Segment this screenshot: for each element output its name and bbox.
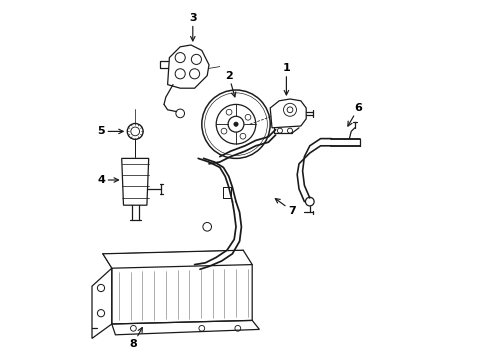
Text: 1: 1 — [283, 63, 290, 95]
Circle shape — [234, 122, 238, 126]
Text: 7: 7 — [275, 199, 295, 216]
Text: 2: 2 — [225, 71, 236, 97]
Text: 8: 8 — [129, 328, 142, 349]
Text: 4: 4 — [97, 175, 119, 185]
Text: 6: 6 — [348, 103, 362, 126]
Text: 3: 3 — [189, 13, 196, 41]
Text: 5: 5 — [97, 126, 123, 136]
